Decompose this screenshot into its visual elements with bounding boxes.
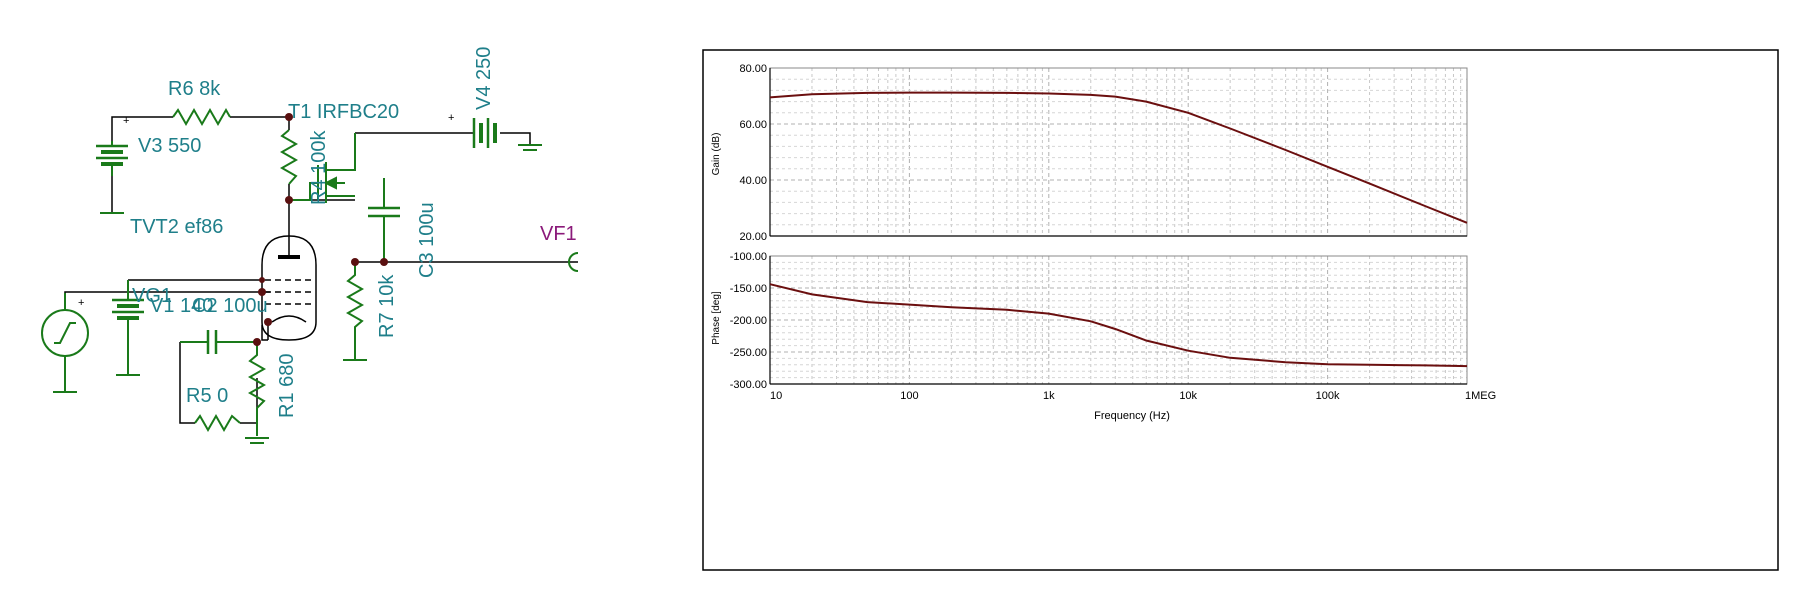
label-vf1: VF1 <box>540 223 577 245</box>
y-tick-label: 40.00 <box>739 175 767 187</box>
c3-capacitor <box>368 178 400 262</box>
gain-curve <box>769 91 1468 224</box>
plot-frame <box>702 49 1779 571</box>
r7-resistor <box>345 262 365 360</box>
y-tick-label: 60.00 <box>739 119 767 131</box>
x-tick-label: 10k <box>1179 390 1197 402</box>
x-tick-label: 1k <box>1043 390 1055 402</box>
v3-battery <box>96 141 128 176</box>
ground-r1 <box>245 437 269 444</box>
y-tick-label: 80.00 <box>739 63 767 75</box>
vf1-probe <box>568 252 579 272</box>
label-tvt2: TVT2 ef86 <box>130 216 223 238</box>
label-c2: C2 100u <box>192 295 268 317</box>
label-r6: R6 8k <box>168 78 221 100</box>
label-v3: V3 550 <box>138 135 201 157</box>
phase-ylabel: Phase [deg] <box>711 291 722 345</box>
y-tick-label: -300.00 <box>730 379 767 391</box>
phase-curve <box>769 283 1468 368</box>
y-tick-label: -100.00 <box>730 251 767 263</box>
label-vg1-plus: + <box>78 297 84 309</box>
r6-resistor <box>172 107 231 127</box>
gain-ylabel: Gain (dB) <box>711 133 722 176</box>
ground-v4 <box>518 144 542 151</box>
vg1-source <box>41 293 89 393</box>
y-tick-label: 20.00 <box>739 231 767 243</box>
frequency-xlabel: Frequency (Hz) <box>1094 410 1170 422</box>
node-dots <box>253 113 388 346</box>
gain-chart: 20.00 40.00 60.00 80.00 <box>739 63 1468 243</box>
label-v3-plus: + <box>123 115 129 127</box>
label-r1: R1 680 <box>276 354 298 419</box>
label-c3: C3 100u <box>416 202 438 278</box>
x-tick-label: 100k <box>1316 390 1340 402</box>
circuit-schematic: R6 8k T1 IRFBC20 V4 250 + V3 550 + R4 10… <box>41 47 579 444</box>
label-v4: V4 250 <box>473 47 495 110</box>
y-tick-label: -250.00 <box>730 347 767 359</box>
v4-battery <box>472 118 497 148</box>
label-r5: R5 0 <box>186 385 228 407</box>
components <box>41 107 542 444</box>
phase-chart: -300.00 -250.00 -200.00 -150.00 -100.00 10 100… <box>730 251 1497 402</box>
label-r4: R4 100k <box>308 130 330 205</box>
r4-resistor <box>279 129 299 185</box>
x-tick-label: 1MEG <box>1465 390 1496 402</box>
label-v4-plus: + <box>448 112 454 124</box>
label-vg1: VG1 <box>132 285 172 307</box>
label-t1: T1 IRFBC20 <box>288 101 399 123</box>
label-v1: V1 140 <box>150 295 213 317</box>
t1-mosfet <box>289 133 356 203</box>
x-tick-label: 10 <box>770 390 782 402</box>
y-tick-label: -200.00 <box>730 315 767 327</box>
label-r7: R7 10k <box>376 274 398 338</box>
r1-resistor <box>247 342 267 436</box>
y-tick-label: -150.00 <box>730 283 767 295</box>
r5-resistor <box>194 413 241 433</box>
v1-battery <box>112 280 144 376</box>
tvt2-tube <box>261 222 317 341</box>
c2-capacitor <box>180 330 257 354</box>
x-tick-label: 100 <box>900 390 918 402</box>
